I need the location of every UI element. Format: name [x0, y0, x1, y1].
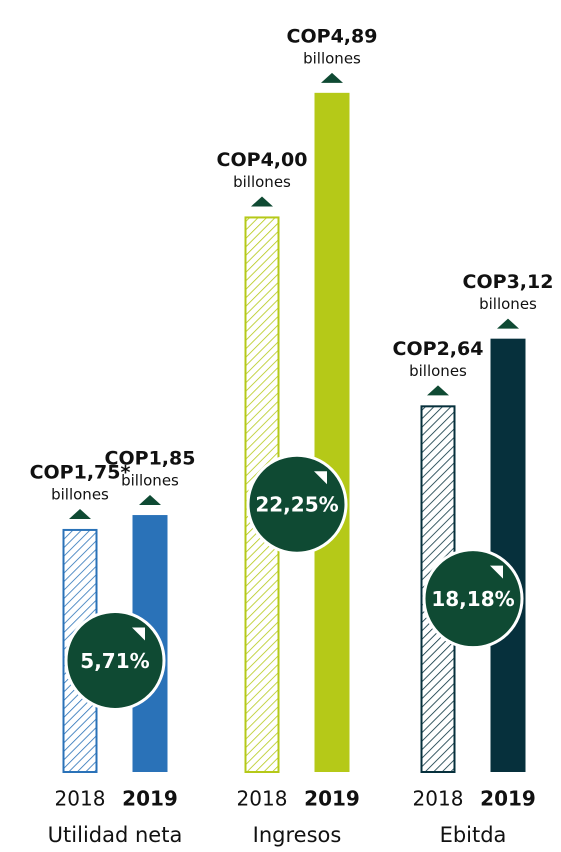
x-tick-label: Ebitda [440, 823, 507, 847]
bar [314, 92, 350, 773]
corner-icon [314, 471, 327, 485]
up-triangle [321, 72, 343, 83]
growth-label: 22,25% [255, 493, 338, 517]
up-triangle [427, 385, 449, 396]
x-tick-label: Utilidad neta [48, 823, 183, 847]
unit-label: billones [51, 485, 109, 503]
year-label: 2018 [55, 787, 106, 811]
value-label: COP2,64 [393, 338, 484, 360]
x-tick-label: Ingresos [253, 823, 342, 847]
value-label: COP4,89 [287, 25, 378, 47]
year-label: 2019 [480, 787, 536, 811]
year-label: 2018 [413, 787, 464, 811]
value-label: COP1,85 [105, 448, 196, 470]
growth-label: 18,18% [431, 587, 514, 611]
up-triangle [497, 318, 519, 329]
year-label: 2019 [304, 787, 360, 811]
value-label: COP4,00 [217, 149, 308, 171]
up-triangle [69, 508, 91, 519]
value-label: COP1,75* [30, 461, 131, 483]
year-label: 2019 [122, 787, 178, 811]
corner-icon [132, 627, 145, 641]
unit-label: billones [121, 472, 179, 490]
growth-circle [246, 453, 348, 555]
unit-label: billones [303, 49, 361, 67]
growth-circle [422, 548, 524, 650]
corner-icon [490, 565, 503, 579]
year-label: 2018 [237, 787, 288, 811]
up-triangle [139, 495, 161, 506]
value-label: COP3,12 [463, 271, 554, 293]
growth-label: 5,71% [80, 649, 149, 673]
up-triangle [251, 196, 273, 207]
unit-label: billones [233, 173, 291, 191]
unit-label: billones [409, 362, 467, 380]
unit-label: billones [479, 295, 537, 313]
growth-circle [64, 609, 166, 711]
